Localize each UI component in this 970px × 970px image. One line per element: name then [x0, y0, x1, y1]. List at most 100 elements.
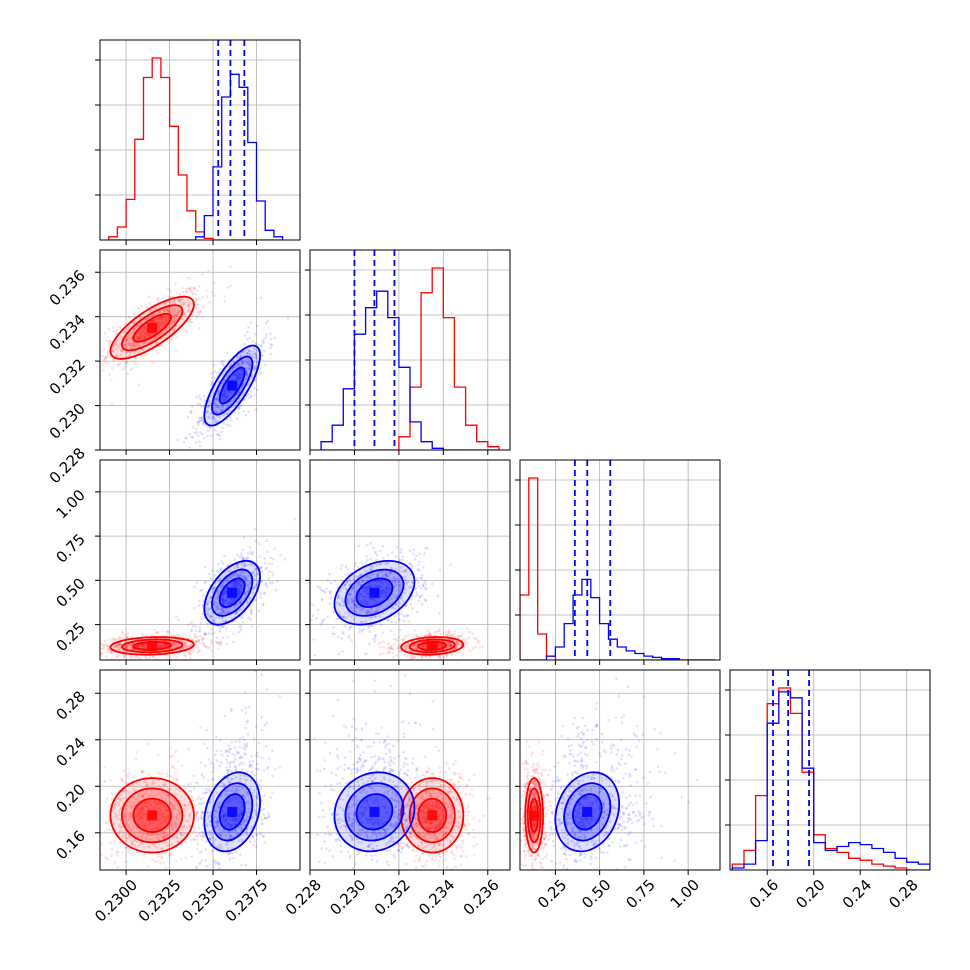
blue-sample-point	[283, 558, 287, 561]
red-sample-point	[114, 342, 117, 346]
red-sample-point	[138, 337, 142, 341]
blue-sample-point	[253, 585, 257, 589]
blue-sample-point	[199, 418, 202, 422]
red-sample-point	[142, 326, 145, 330]
blue-sample-point	[203, 437, 206, 440]
red-sample-point	[198, 327, 201, 330]
red-sample-point	[188, 286, 191, 290]
blue-sample-point	[221, 408, 224, 411]
red-sample-point	[468, 630, 471, 634]
blue-sample-point	[194, 625, 197, 628]
blue-sample-point	[209, 596, 213, 600]
blue-sample-point	[238, 376, 241, 379]
red-sample-point	[180, 764, 183, 768]
blue-sample-point	[212, 766, 216, 769]
blue-sample-point	[229, 597, 233, 601]
red-sample-point	[461, 651, 465, 655]
red-sample-point	[175, 313, 178, 316]
blue-sample-point	[212, 417, 216, 421]
red-sample-point	[118, 642, 122, 645]
red-sample-point	[173, 298, 176, 302]
blue-sample-point	[252, 587, 255, 590]
blue-sample-point	[253, 367, 257, 370]
blue-sample-point	[224, 580, 227, 583]
red-sample-point	[472, 647, 475, 650]
blue-sample-point	[237, 580, 240, 584]
blue-sample-point	[243, 652, 246, 655]
red-sample-point	[113, 839, 116, 843]
blue-sample-point	[208, 607, 211, 611]
blue-sample-point	[191, 405, 194, 408]
blue-sample-point	[242, 382, 246, 385]
blue-sample-point	[234, 583, 237, 587]
blue-sample-point	[253, 364, 257, 368]
red-sample-point	[173, 300, 176, 303]
red-sample-point	[397, 635, 401, 639]
blue-sample-point	[195, 430, 198, 434]
blue-sample-point	[199, 404, 203, 408]
red-sample-point	[129, 643, 132, 646]
blue-sample-point	[225, 385, 228, 388]
blue-sample-point	[222, 601, 225, 605]
red-sample-point	[174, 872, 177, 875]
blue-sample-point	[214, 418, 217, 422]
blue-sample-point	[184, 648, 187, 651]
red-sample-point	[172, 310, 176, 314]
blue-sample-point	[221, 602, 225, 606]
red-sample-point	[455, 640, 458, 644]
blue-sample-point	[222, 393, 225, 396]
red-sample-point	[185, 329, 189, 333]
red-sample-point	[446, 646, 450, 649]
red-sample-point	[402, 645, 405, 648]
blue-sample-point	[254, 725, 258, 728]
blue-sample-point	[234, 740, 237, 743]
red-sample-point	[176, 310, 179, 314]
red-sample-point	[136, 337, 139, 341]
blue-sample-point	[212, 866, 215, 869]
blue-sample-point	[235, 565, 239, 569]
blue-sample-point	[242, 556, 245, 560]
blue-sample-point	[241, 575, 244, 578]
red-sample-point	[150, 320, 154, 323]
red-sample-point	[191, 290, 195, 294]
red-sample-point	[162, 643, 165, 646]
red-sample-point	[169, 300, 172, 304]
red-sample-point	[195, 838, 199, 842]
blue-sample-point	[273, 547, 276, 550]
red-sample-point	[378, 653, 382, 656]
red-sample-point	[133, 357, 137, 361]
red-sample-point	[449, 644, 453, 648]
blue-sample-point	[369, 542, 372, 545]
blue-sample-point	[339, 567, 343, 570]
red-sample-point	[120, 349, 124, 353]
blue-sample-point	[261, 340, 264, 343]
blue-sample-point	[246, 557, 249, 560]
blue-sample-point	[237, 582, 240, 586]
red-sample-point	[178, 309, 182, 312]
blue-sample-point	[247, 361, 251, 364]
red-sample-point	[187, 301, 191, 304]
red-sample-point	[382, 652, 385, 655]
blue-sample-point	[220, 361, 223, 365]
red-sample-point	[132, 655, 135, 659]
blue-sample-point	[245, 377, 248, 381]
red-sample-point	[183, 312, 186, 315]
blue-sample-point	[263, 723, 267, 727]
red-sample-point	[182, 312, 186, 316]
blue-sample-point	[237, 392, 240, 395]
blue-sample-point	[243, 743, 246, 747]
blue-sample-point	[322, 618, 326, 622]
red-sample-point	[184, 786, 187, 790]
blue-sample-point	[245, 373, 248, 376]
red-sample-point	[141, 634, 145, 638]
red-sample-point	[143, 341, 146, 345]
red-sample-point	[195, 316, 198, 319]
blue-sample-point	[425, 587, 428, 590]
red-sample-point	[183, 645, 187, 648]
red-sample-point	[111, 366, 114, 370]
red-sample-point	[144, 327, 148, 331]
red-sample-point	[173, 313, 177, 317]
blue-sample-point	[369, 557, 373, 561]
blue-sample-point	[198, 394, 201, 398]
blue-sample-point	[218, 416, 221, 419]
